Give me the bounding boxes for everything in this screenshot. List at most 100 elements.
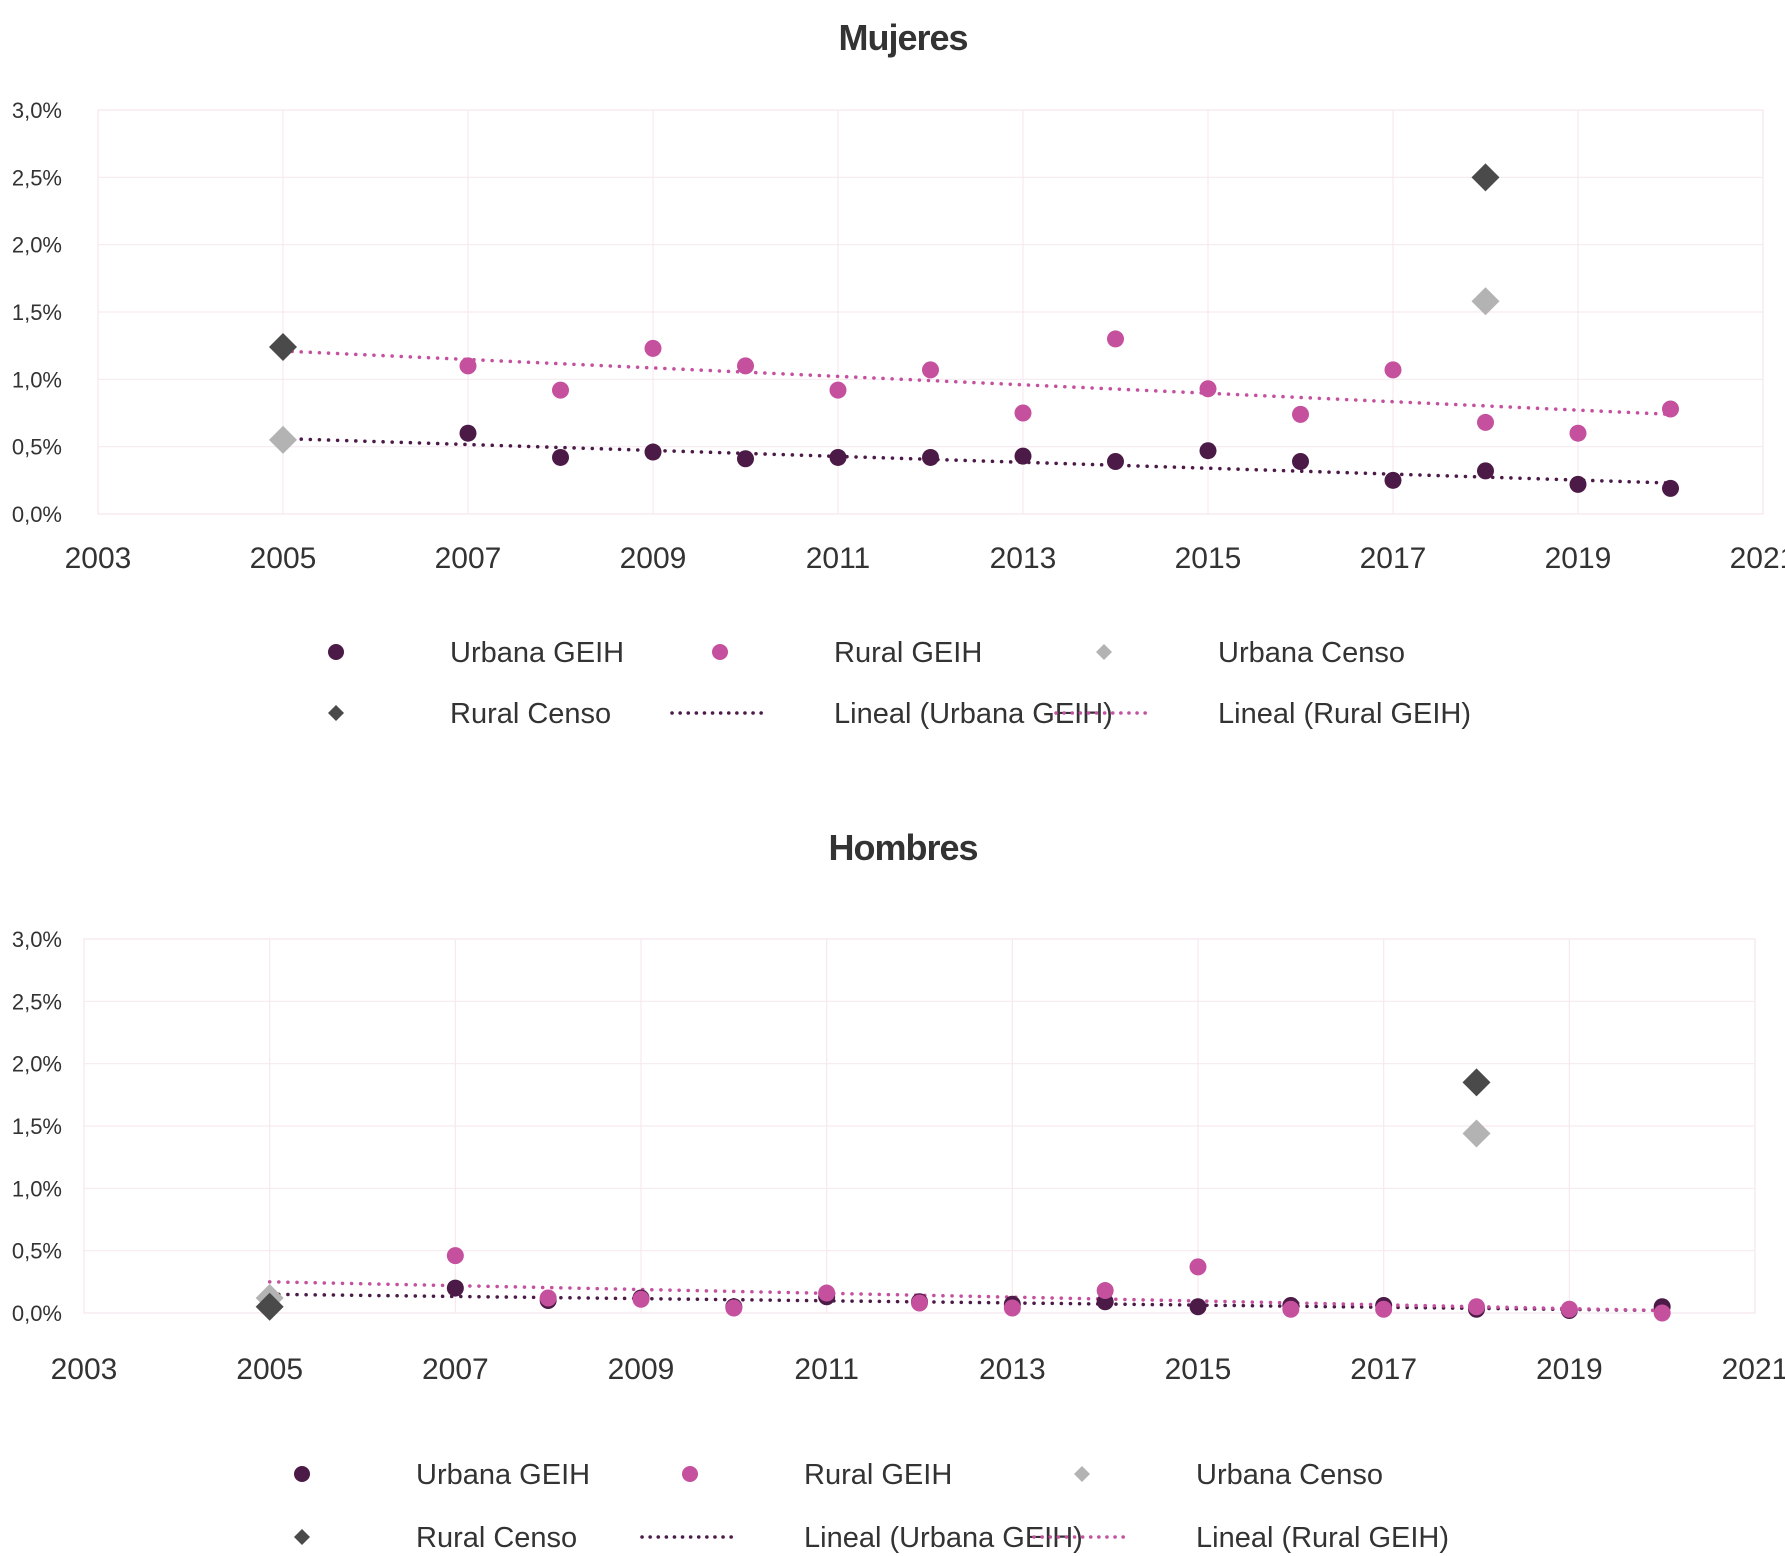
plot-area	[97, 109, 1764, 515]
plot-area	[83, 938, 1756, 1314]
x-tick-label: 2015	[1165, 1353, 1232, 1386]
series-rural-censo	[255, 1068, 1491, 1321]
data-point	[269, 425, 297, 454]
data-point	[1199, 380, 1217, 398]
legend-label: Lineal (Urbana GEIH)	[804, 1522, 1083, 1554]
legend: Urbana GEIH Rural GEIH Urbana Censo Rural C…	[328, 637, 1471, 730]
series-lineal-urbana-geih	[281, 436, 1673, 485]
x-tick-label: 2021	[1722, 1353, 1785, 1386]
data-point	[552, 381, 569, 399]
data-point	[1477, 462, 1494, 480]
data-point	[446, 1247, 464, 1265]
y-tick-label: 2,0%	[12, 233, 62, 258]
data-point	[1384, 471, 1402, 489]
data-point	[1569, 475, 1587, 493]
data-point	[725, 1299, 743, 1317]
data-point	[1292, 405, 1309, 423]
x-tick-label: 2009	[620, 542, 687, 575]
legend-item-rural-censo: Rural Censo	[294, 1522, 577, 1554]
x-tick-label: 2009	[608, 1353, 675, 1386]
data-point	[1471, 163, 1500, 192]
legend-item-rural-geih: Rural GEIH	[682, 1459, 952, 1491]
series-urbana-geih	[459, 424, 1679, 497]
legend-item-urbana-geih: Urbana GEIH	[328, 637, 624, 669]
legend-item-urbana-censo: Urbana Censo	[1096, 637, 1405, 669]
x-tick-label: 2011	[806, 542, 871, 575]
series-lineal-rural-geih	[281, 349, 1673, 417]
legend-label: Lineal (Urbana GEIH)	[834, 698, 1113, 730]
x-tick-label: 2017	[1350, 1353, 1417, 1386]
chart-title: Hombres	[828, 827, 977, 868]
legend-item-rural-censo: Rural Censo	[328, 698, 611, 730]
data-point	[539, 1289, 557, 1307]
legend-item-urbana-censo: Urbana Censo	[1074, 1459, 1383, 1491]
x-tick-label: 2007	[435, 542, 502, 575]
data-point	[552, 448, 569, 466]
legend-label: Urbana Censo	[1218, 637, 1405, 669]
data-point	[255, 1292, 284, 1321]
data-point	[1003, 1299, 1021, 1317]
y-tick-label: 3,0%	[12, 98, 62, 123]
legend-label: Lineal (Rural GEIH)	[1196, 1522, 1449, 1554]
series-rural-geih	[459, 330, 1679, 442]
chart-hombres: Hombres 0,0% 0,5% 1,0% 1,5% 2,0% 2,5% 3,0% 2003 2…	[12, 827, 1785, 1554]
legend-swatch	[1096, 644, 1112, 660]
data-point	[1560, 1300, 1578, 1318]
y-tick-label: 1,5%	[12, 1114, 62, 1139]
x-tick-label: 2013	[979, 1353, 1046, 1386]
trend-line	[267, 1292, 1664, 1313]
data-point	[1375, 1300, 1393, 1318]
legend-item-rural-geih: Rural GEIH	[712, 637, 982, 669]
legend-swatch	[294, 1466, 310, 1482]
y-tick-label: 2,5%	[12, 989, 62, 1014]
data-point	[1384, 361, 1402, 379]
data-point	[818, 1284, 836, 1302]
data-point	[1468, 1298, 1485, 1316]
y-tick-label: 2,5%	[12, 165, 62, 190]
data-point	[1569, 424, 1587, 442]
legend-swatch	[1074, 1466, 1090, 1482]
data-point	[1189, 1298, 1207, 1316]
data-point	[1096, 1282, 1114, 1300]
chart-mujeres: Mujeres 0,0% 0,5% 1,0% 1,5% 2,0% 2,5% 3,0% 2003 2…	[12, 17, 1785, 730]
legend-label: Rural GEIH	[834, 637, 982, 669]
x-tick-label: 2005	[236, 1353, 303, 1386]
data-point	[446, 1279, 464, 1297]
series-lineal-urbana-geih	[267, 1292, 1664, 1313]
y-tick-label: 3,0%	[12, 927, 62, 952]
y-tick-label: 1,0%	[12, 1176, 62, 1201]
data-point	[737, 450, 754, 468]
legend-label: Urbana GEIH	[416, 1459, 590, 1491]
legend-item-lineal-urbana-geih: Lineal (Urbana GEIH)	[670, 698, 1113, 730]
data-point	[1107, 330, 1124, 348]
data-point	[1014, 447, 1032, 465]
legend-swatch	[328, 644, 344, 660]
legend-swatch	[328, 705, 344, 721]
data-point	[1462, 1119, 1491, 1148]
data-point	[1014, 404, 1032, 422]
trend-line	[281, 436, 1673, 485]
legend-label: Rural Censo	[416, 1522, 577, 1554]
legend-item-urbana-geih: Urbana GEIH	[294, 1459, 590, 1491]
data-point	[922, 361, 939, 379]
data-point	[1662, 400, 1679, 418]
x-tick-label: 2011	[794, 1353, 859, 1386]
legend-label: Rural GEIH	[804, 1459, 952, 1491]
trend-line	[281, 349, 1673, 417]
y-tick-label: 0,5%	[12, 435, 62, 460]
data-point	[911, 1294, 928, 1312]
y-tick-label: 1,5%	[12, 300, 62, 325]
data-point	[644, 339, 662, 357]
series-rural-censo	[269, 163, 1500, 362]
data-point	[829, 381, 847, 399]
y-tick-label: 2,0%	[12, 1052, 62, 1077]
legend-swatch	[712, 644, 728, 660]
legend-label: Urbana GEIH	[450, 637, 624, 669]
x-tick-label: 2015	[1175, 542, 1242, 575]
data-point	[1282, 1300, 1300, 1318]
x-tick-label: 2017	[1360, 542, 1427, 575]
data-point	[1189, 1258, 1207, 1276]
data-point	[1662, 479, 1679, 497]
legend-item-lineal-rural-geih: Lineal (Rural GEIH)	[1054, 698, 1471, 730]
x-tick-label: 2019	[1545, 542, 1612, 575]
